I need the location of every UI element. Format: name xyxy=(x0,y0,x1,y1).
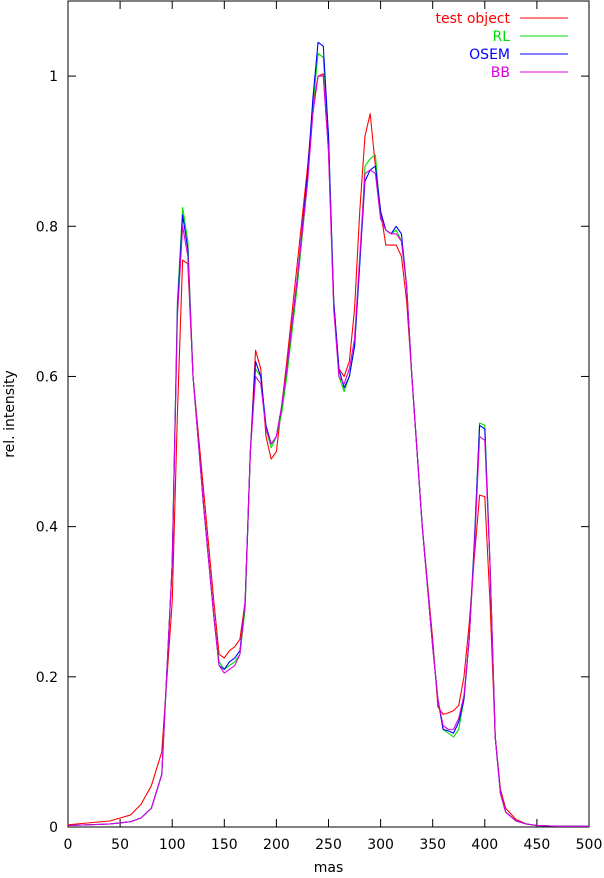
x-tick-label: 100 xyxy=(159,837,186,853)
x-axis-label: mas xyxy=(314,860,344,876)
legend-label: OSEM xyxy=(469,47,510,63)
x-tick-label: 450 xyxy=(524,837,551,853)
legend: test object RL OSEM BB xyxy=(436,11,568,81)
y-tick-label: 0 xyxy=(49,820,58,836)
y-tick-label: 0.8 xyxy=(36,219,58,235)
y-tick-label: 1 xyxy=(49,69,58,85)
series-layer xyxy=(67,41,589,827)
legend-label: RL xyxy=(492,29,510,45)
plot-frame xyxy=(67,0,590,828)
x-tick-label: 50 xyxy=(111,837,129,853)
y-tick-label: 0.2 xyxy=(36,670,58,686)
y-tick-label: 0.4 xyxy=(36,520,58,536)
x-tick-label: 300 xyxy=(367,837,394,853)
x-tick-label: 200 xyxy=(263,837,290,853)
y-tick-label: 0.6 xyxy=(36,369,58,385)
legend-label: BB xyxy=(491,65,510,81)
series-line-rl xyxy=(67,53,589,827)
x-tick-label: 400 xyxy=(471,837,498,853)
x-tick-label: 0 xyxy=(64,837,73,853)
x-tick-label: 250 xyxy=(315,837,342,853)
x-tick-label: 150 xyxy=(211,837,238,853)
series-line-bb xyxy=(67,75,589,827)
x-tick-label: 500 xyxy=(576,837,603,853)
legend-label: test object xyxy=(436,11,511,27)
x-tick-label: 350 xyxy=(419,837,446,853)
axis-ticks: 0 50 100 150 200 250 300 350 400 450 500 0 0.2 0.4 0.6… xyxy=(36,1,603,853)
y-axis-label: rel. intensity xyxy=(2,370,18,458)
series-line-test-object xyxy=(67,73,589,827)
